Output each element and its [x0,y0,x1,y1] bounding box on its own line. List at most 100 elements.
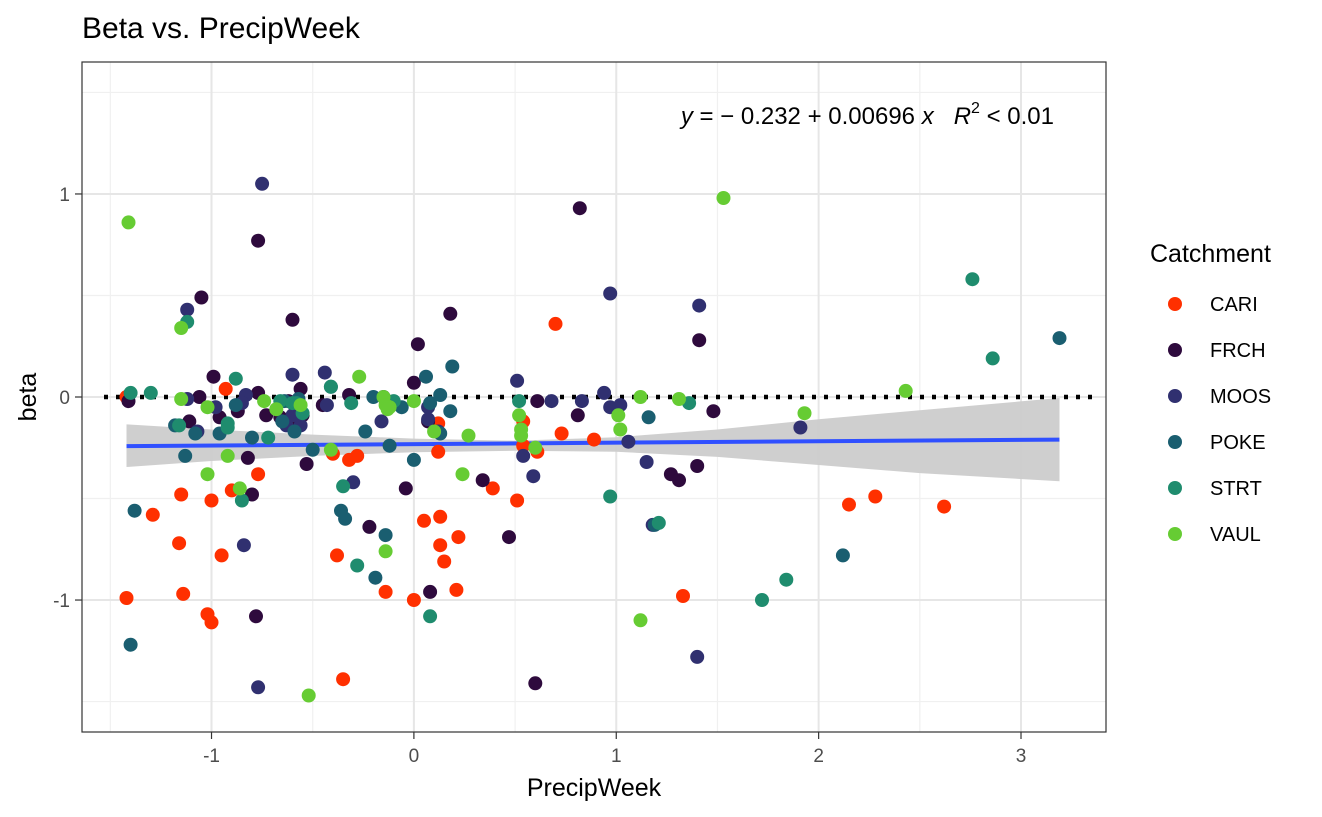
x-tick-label: -1 [203,746,220,767]
point-poke [245,430,259,445]
point-vaul [633,390,648,404]
point-vaul [378,544,393,559]
point-moos [597,385,612,400]
point-frch [502,530,516,545]
point-vaul [406,394,421,409]
point-cari [868,489,883,504]
point-moos [285,367,300,382]
point-poke [641,410,656,425]
point-cari [431,444,446,459]
point-poke [178,448,193,463]
point-poke [228,398,243,413]
point-cari [350,448,365,463]
point-frch [692,333,707,348]
eq-y: y [679,103,695,130]
point-vaul [293,398,308,413]
point-frch [706,404,721,419]
point-cari [449,582,464,597]
y-axis-ticks: -1 0 1 [53,185,82,612]
point-vaul [898,383,913,398]
point-poke [123,637,138,652]
legend-label: CARI [1210,294,1258,316]
point-moos [251,680,266,695]
point-frch [398,481,413,496]
point-frch [570,408,585,423]
point-strt [336,479,351,494]
point-strt [143,385,158,400]
point-frch [690,459,705,473]
point-poke [443,404,458,419]
point-vaul [512,408,527,423]
point-cari [548,316,563,331]
legend-item-frch: FRCH [1168,340,1266,362]
point-vaul [121,215,136,230]
legend-swatch [1168,389,1182,403]
point-frch [285,312,300,327]
point-vaul [200,400,215,415]
legend-item-vaul: VAUL [1168,524,1261,546]
x-tick-label: 2 [813,746,824,767]
point-poke [305,442,320,457]
y-tick-label: -1 [53,591,70,612]
point-moos [574,394,589,409]
point-moos [510,373,525,388]
legend-item-moos: MOOS [1168,386,1271,408]
point-frch [475,473,490,488]
point-cari [172,536,187,551]
legend-title: Catchment [1150,240,1271,268]
point-vaul [257,394,272,409]
point-cari [433,509,448,524]
legend-label: STRT [1210,478,1262,500]
point-poke [378,528,393,543]
legend-label: POKE [1210,432,1266,454]
point-cari [417,513,431,528]
x-tick-label: 1 [611,746,622,767]
point-moos [621,434,636,449]
point-vaul [672,392,686,406]
point-strt [985,351,1000,366]
point-frch [259,408,274,423]
point-frch [251,233,266,248]
point-poke [423,396,438,411]
point-poke [338,511,353,526]
point-poke [368,570,383,585]
eq-body: = − 0.232 + 0.00696 [693,103,922,130]
legend-label: MOOS [1210,386,1271,408]
point-cari [433,538,448,553]
point-strt [350,558,365,573]
point-frch [240,450,255,465]
point-moos [690,649,705,664]
point-frch [410,337,425,352]
point-vaul [380,402,395,417]
point-cari [510,493,525,508]
legend-swatch [1168,435,1182,449]
series-strt [123,272,1000,624]
point-cari [937,499,952,514]
point-frch [572,201,587,216]
point-poke [406,452,421,467]
point-strt [123,385,138,400]
legend-label: VAUL [1210,524,1261,546]
point-cari [676,589,690,603]
legend: CARI FRCH MOOS POKE STRT VAUL [1168,294,1271,546]
point-strt [651,515,666,530]
point-cari [204,615,219,630]
point-frch [249,609,263,624]
point-vaul [514,428,529,443]
eq-x: x [921,103,935,130]
point-strt [323,379,338,394]
point-vaul [269,402,284,417]
point-poke [275,414,290,429]
point-cari [119,591,134,605]
point-moos [516,448,531,463]
legend-swatch [1168,297,1182,311]
legend-item-strt: STRT [1168,478,1262,500]
point-cari [251,467,266,482]
legend-swatch [1168,481,1182,495]
point-strt [234,493,249,508]
point-strt [512,394,527,409]
series-vaul [121,191,913,703]
point-poke [433,388,448,402]
point-moos [236,538,251,553]
point-cari [437,554,452,569]
